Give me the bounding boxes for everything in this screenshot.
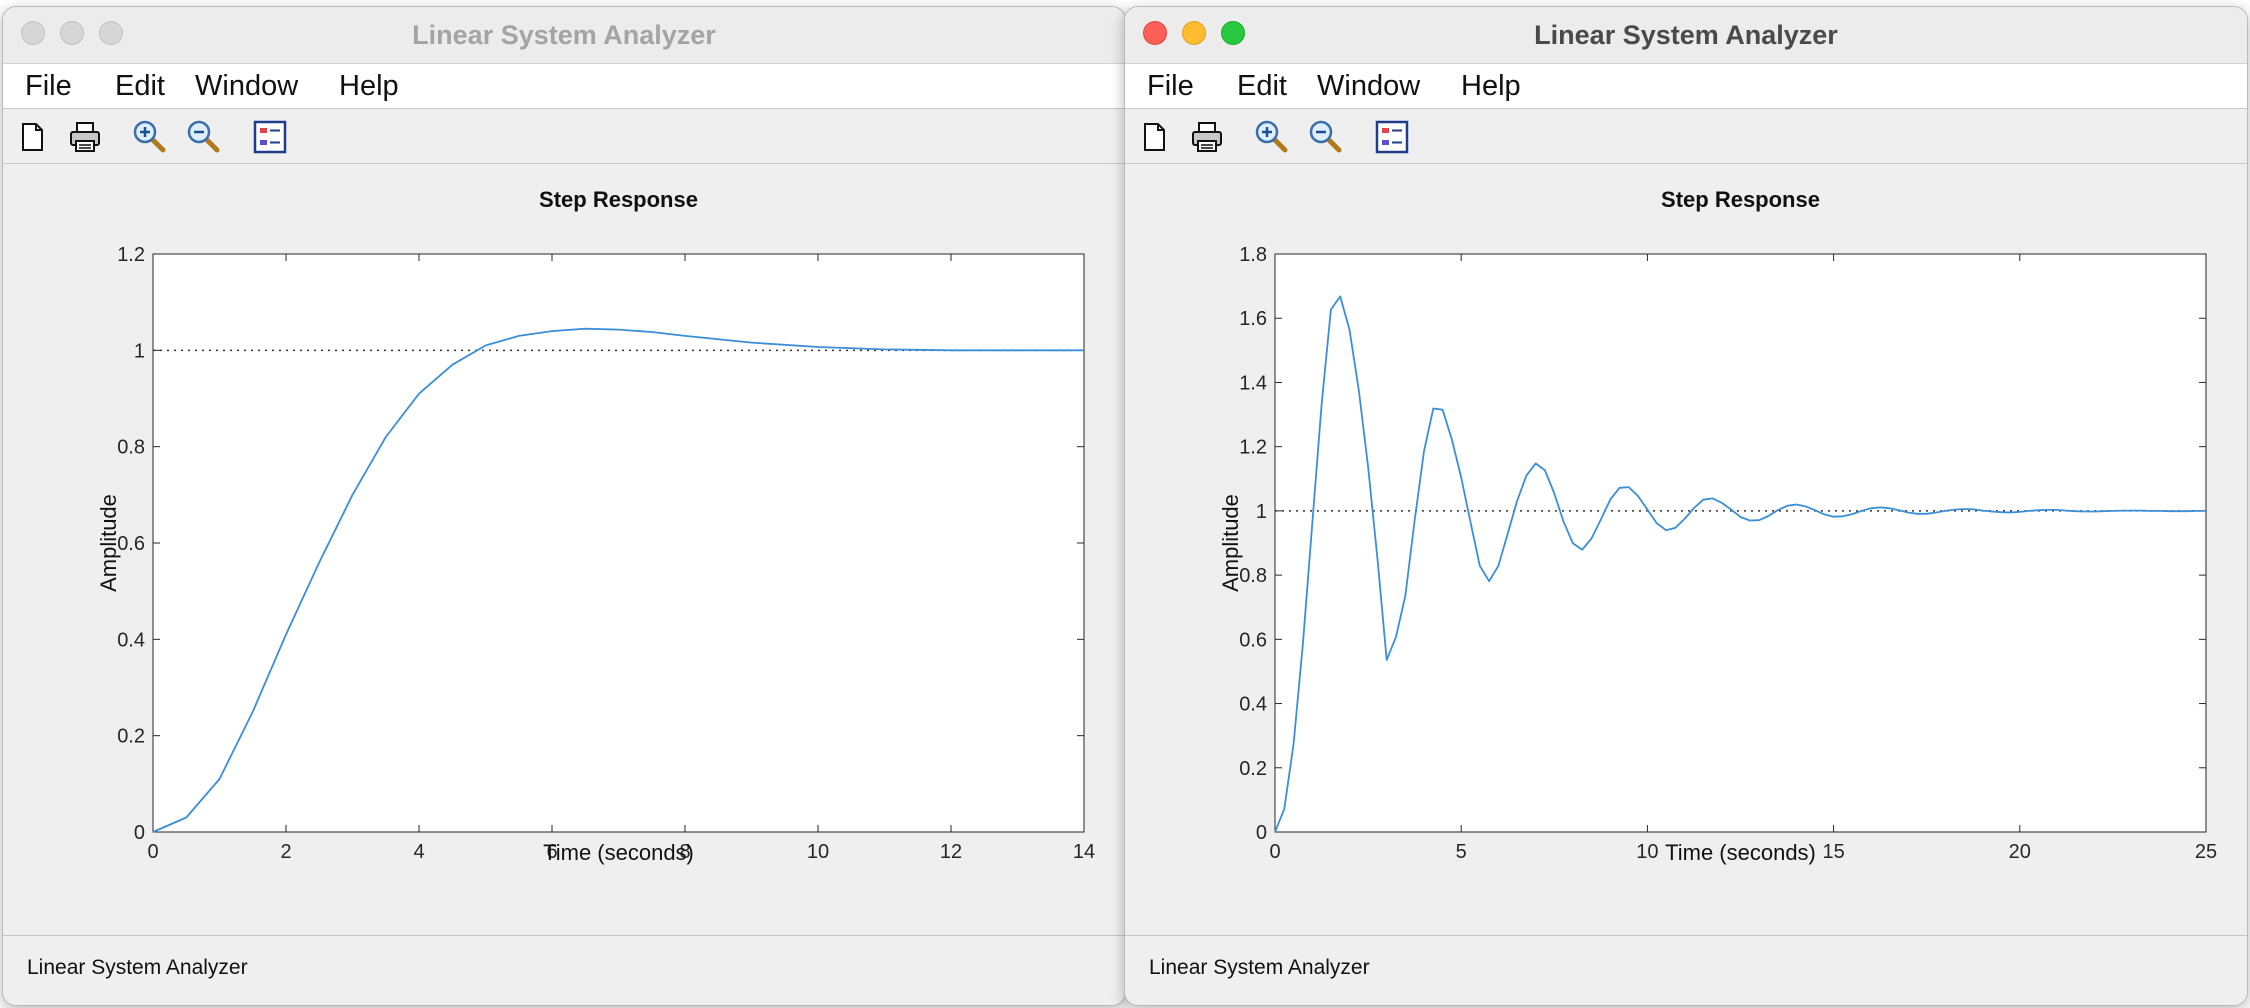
window-title: Linear System Analyzer — [412, 20, 716, 50]
print-icon[interactable] — [66, 118, 104, 156]
axes-box — [1274, 253, 2207, 833]
x-tick-label: 15 — [1822, 841, 1844, 863]
zoom-button[interactable] — [99, 21, 123, 45]
zoom-button[interactable] — [1221, 21, 1245, 45]
legend-icon[interactable] — [251, 118, 289, 156]
x-axis-label: Time (seconds) — [543, 840, 694, 865]
step-response-line — [152, 327, 1084, 833]
x-tick-label: 6 — [546, 841, 557, 863]
x-tick-label: 5 — [1456, 841, 1467, 863]
menu-window[interactable]: Window — [1317, 70, 1421, 102]
y-tick-label: 0.2 — [117, 726, 145, 748]
y-tick-label: 0.4 — [1239, 694, 1267, 716]
menu-edit[interactable]: Edit — [115, 70, 165, 102]
new-figure-icon[interactable] — [13, 118, 51, 156]
y-tick-label: 1 — [134, 340, 145, 362]
x-tick-label: 25 — [2195, 841, 2217, 863]
x-tick-label: 2 — [280, 841, 291, 863]
zoom-out-icon[interactable] — [185, 118, 223, 156]
y-tick-label: 0.2 — [1239, 758, 1267, 780]
menu-window[interactable]: Window — [195, 70, 299, 102]
y-axis-label: Amplitude — [96, 494, 121, 592]
x-tick-label: 0 — [1269, 841, 1280, 863]
close-button[interactable] — [1143, 21, 1167, 45]
step-response-line — [1274, 295, 2206, 833]
x-tick-label: 12 — [940, 841, 962, 863]
linear-system-analyzer-window-left[interactable]: Linear System Analyzer File Edit Window … — [2, 6, 1126, 1006]
plot-area[interactable]: 0 2 4 6 8 10 12 14 0 0.2 0.4 0.6 0.8 1 1.2 Step Respons… — [3, 164, 1125, 934]
axes-box — [152, 253, 1085, 833]
print-icon[interactable] — [1188, 118, 1226, 156]
close-button[interactable] — [21, 21, 45, 45]
x-tick-label: 10 — [1636, 841, 1658, 863]
x-tick-label: 4 — [413, 841, 424, 863]
y-tick-label: 0.6 — [117, 533, 145, 555]
x-tick-label: 0 — [147, 841, 158, 863]
status-text: Linear System Analyzer — [27, 956, 248, 979]
y-tick-label: 1.6 — [1239, 308, 1267, 330]
x-tick-label: 20 — [2009, 841, 2031, 863]
window-title: Linear System Analyzer — [1534, 20, 1838, 50]
status-text: Linear System Analyzer — [1149, 956, 1370, 979]
y-tick-label: 1.8 — [1239, 244, 1267, 266]
title-bar[interactable]: Linear System Analyzer — [3, 7, 1125, 64]
menu-help[interactable]: Help — [1461, 70, 1521, 102]
chart-title: Step Response — [539, 187, 698, 212]
x-tick-label: 10 — [807, 841, 829, 863]
y-tick-label: 0 — [134, 822, 145, 844]
y-tick-label: 1.2 — [117, 244, 145, 266]
y-tick-label: 0.8 — [117, 437, 145, 459]
new-figure-icon[interactable] — [1135, 118, 1173, 156]
plot-area[interactable]: 0 5 10 15 20 25 0 0.2 0.4 0.6 0.8 1 1.2 1.4 1.6 1.8 Step… — [1125, 164, 2247, 934]
window-controls — [1143, 21, 1260, 50]
chart-title: Step Response — [1661, 187, 1820, 212]
status-bar: Linear System Analyzer — [3, 935, 1125, 1005]
zoom-out-icon[interactable] — [1307, 118, 1345, 156]
linear-system-analyzer-window-right[interactable]: Linear System Analyzer File Edit Window … — [1124, 6, 2248, 1006]
menu-edit[interactable]: Edit — [1237, 70, 1287, 102]
menu-bar: File Edit Window Help — [1125, 64, 2247, 109]
menu-help[interactable]: Help — [339, 70, 399, 102]
title-bar[interactable]: Linear System Analyzer — [1125, 7, 2247, 64]
y-axis-label: Amplitude — [1218, 494, 1243, 592]
minimize-button[interactable] — [60, 21, 84, 45]
y-tick-label: 0.8 — [1239, 565, 1267, 587]
y-tick-label: 1.4 — [1239, 372, 1267, 394]
legend-icon[interactable] — [1373, 118, 1411, 156]
zoom-in-icon[interactable] — [131, 118, 169, 156]
y-tick-label: 0 — [1256, 822, 1267, 844]
minimize-button[interactable] — [1182, 21, 1206, 45]
menu-file[interactable]: File — [25, 70, 72, 102]
y-tick-label: 0.4 — [117, 629, 145, 651]
toolbar — [1125, 109, 2247, 164]
x-axis-label: Time (seconds) — [1665, 840, 1816, 865]
status-bar: Linear System Analyzer — [1125, 935, 2247, 1005]
y-tick-label: 1.2 — [1239, 437, 1267, 459]
y-tick-label: 1 — [1256, 501, 1267, 523]
toolbar — [3, 109, 1125, 164]
y-tick-label: 0.6 — [1239, 629, 1267, 651]
menu-bar: File Edit Window Help — [3, 64, 1125, 109]
step-response-chart[interactable]: 0 5 10 15 20 25 0 0.2 0.4 0.6 0.8 1 1.2 1.4 1.6 1.8 Step… — [1125, 164, 2247, 934]
menu-file[interactable]: File — [1147, 70, 1194, 102]
x-tick-label: 8 — [679, 841, 690, 863]
x-tick-label: 14 — [1073, 841, 1095, 863]
zoom-in-icon[interactable] — [1253, 118, 1291, 156]
window-controls — [21, 21, 138, 50]
step-response-chart[interactable]: 0 2 4 6 8 10 12 14 0 0.2 0.4 0.6 0.8 1 1.2 Step Respons… — [3, 164, 1125, 934]
